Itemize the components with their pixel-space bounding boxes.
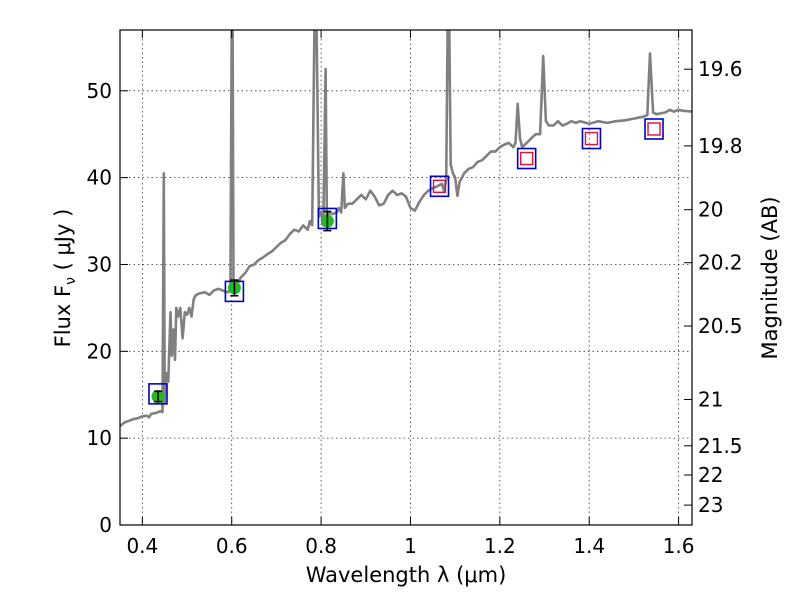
y2-tick-label: 21	[698, 387, 723, 411]
y-tick-label: 20	[87, 339, 112, 363]
plot-frame	[119, 29, 693, 526]
model-box	[581, 127, 602, 150]
observed-square	[647, 122, 661, 136]
x-tick-label: 1.4	[573, 534, 605, 558]
x-ticks: 0.4 0.6 0.8 1 1.2 1.4 1.6	[126, 30, 695, 558]
y-axis-label-subscript: ν	[63, 277, 79, 285]
model-box	[148, 383, 168, 405]
observed-square	[584, 131, 599, 146]
model-box	[516, 147, 537, 170]
x-tick-label: 0.6	[216, 534, 248, 558]
model-box	[644, 118, 664, 140]
y2-tick-label: 23	[698, 493, 723, 517]
y2-tick-label: 21.5	[698, 434, 743, 458]
y-axis-label-unit: ( μJy )	[51, 209, 75, 277]
x-tick-label: 1.2	[484, 534, 516, 558]
x-tick-label: 0.8	[305, 534, 337, 558]
y-tick-label: 10	[87, 426, 112, 450]
y-tick-label: 30	[87, 252, 112, 276]
spectrum	[120, 30, 692, 428]
y-tick-label: 40	[87, 166, 112, 190]
spectrum-line	[120, 30, 692, 428]
y-axis-label: Flux Fν ( μJy )	[51, 209, 79, 348]
y-tick-label: 50	[87, 79, 112, 103]
y2-tick-label: 22	[698, 463, 723, 487]
y2-ticks: 19.6 19.8 20 20.2 20.5 21 21.5 22 23	[684, 57, 743, 517]
y2-axis-label: Magnitude (AB)	[758, 196, 782, 359]
x-tick-label: 1	[404, 534, 417, 558]
y2-tick-label: 19.8	[698, 134, 743, 158]
y-ticks: 0 10 20 30 40 50	[87, 79, 128, 537]
x-tick-label: 0.4	[126, 534, 158, 558]
y-tick-label: 0	[99, 513, 112, 537]
grid	[120, 30, 692, 526]
y2-tick-label: 20.5	[698, 314, 743, 338]
y-axis-label-main: Flux F	[51, 285, 75, 347]
model-box	[429, 175, 450, 198]
x-axis-label: Wavelength λ (μm)	[306, 563, 507, 587]
x-tick-label: 1.6	[663, 534, 695, 558]
y2-tick-label: 20	[698, 198, 723, 222]
observed-square	[432, 179, 447, 194]
y2-tick-label: 20.2	[698, 251, 743, 275]
observed-square	[519, 151, 534, 166]
model-photometry	[148, 118, 664, 405]
y2-tick-label: 19.6	[698, 57, 743, 81]
observed-photometry	[151, 122, 661, 403]
